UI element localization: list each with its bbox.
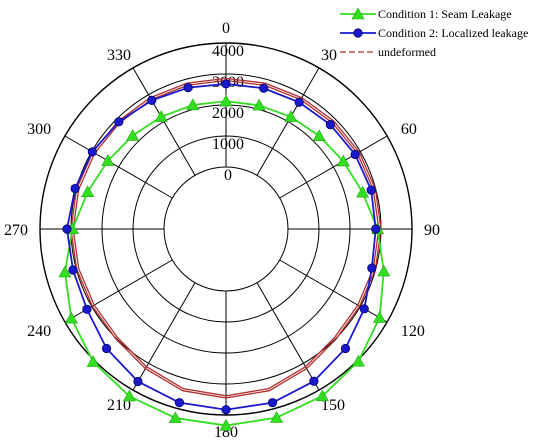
point-1-195	[174, 398, 185, 408]
radial-label-2000: 2000	[212, 105, 244, 122]
point-0-30	[284, 110, 298, 122]
point-0-285	[81, 185, 95, 198]
spoke-120	[279, 259, 388, 323]
legend-marker-1	[353, 28, 363, 38]
point-1-210	[133, 376, 143, 387]
point-1-90	[371, 224, 381, 234]
point-0-150	[315, 389, 329, 402]
series-line-1	[66, 83, 377, 411]
point-0-255	[58, 265, 72, 278]
point-1-240	[82, 304, 92, 314]
radial-label-1000: 1000	[212, 136, 244, 153]
point-1-120	[359, 304, 369, 314]
point-0-135	[351, 354, 365, 367]
grid-circle-1	[163, 166, 289, 292]
point-0-195	[168, 411, 182, 424]
angle-label-90: 90	[424, 222, 440, 239]
angle-label-30: 30	[321, 47, 337, 64]
point-0-60	[336, 154, 350, 167]
point-0-0	[219, 94, 233, 107]
series-1	[62, 79, 381, 415]
point-1-300	[87, 147, 97, 157]
point-0-330	[154, 110, 168, 122]
point-0-210	[122, 389, 136, 402]
point-1-255	[68, 265, 78, 275]
point-1-135	[340, 343, 351, 354]
point-1-150	[309, 376, 319, 386]
point-1-345	[183, 83, 193, 93]
point-0-105	[377, 264, 391, 277]
point-1-330	[147, 95, 157, 106]
legend-label-1: Condition 2: Localized leakage	[378, 26, 528, 40]
point-1-45	[325, 120, 335, 130]
point-1-75	[366, 185, 376, 195]
angle-label-0: 0	[222, 20, 230, 37]
radial-label-4000: 4000	[212, 43, 244, 60]
point-0-345	[186, 98, 200, 111]
radial-tick-labels: 01000200030004000	[212, 43, 244, 184]
angle-label-180: 180	[214, 424, 238, 441]
point-0-300	[101, 154, 115, 166]
angle-label-330: 330	[107, 47, 131, 64]
legend-label-2: undeformed	[378, 45, 436, 59]
spoke-60	[279, 135, 388, 199]
point-1-15	[259, 83, 269, 93]
legend-marker-0	[351, 7, 365, 20]
angle-label-300: 300	[27, 121, 51, 138]
point-0-315	[126, 129, 140, 141]
point-0-225	[86, 355, 100, 367]
point-1-225	[101, 343, 112, 354]
spoke-300	[64, 135, 173, 199]
point-0-165	[270, 411, 284, 423]
radial-label-0: 0	[224, 167, 232, 184]
angle-label-270: 270	[4, 222, 28, 239]
point-1-165	[267, 398, 278, 408]
point-0-75	[356, 185, 370, 198]
angle-label-240: 240	[27, 323, 51, 340]
point-1-0	[221, 79, 231, 89]
point-0-180	[219, 418, 233, 431]
point-1-105	[367, 263, 377, 273]
point-1-60	[350, 149, 360, 160]
spoke-150	[256, 282, 320, 391]
series-layer	[58, 77, 391, 431]
point-1-30	[294, 97, 304, 107]
point-0-45	[312, 129, 326, 141]
point-0-240	[64, 311, 78, 324]
point-1-180	[221, 405, 231, 415]
point-0-120	[373, 311, 387, 323]
legend-label-0: Condition 1: Seam Leakage	[378, 7, 512, 21]
angle-label-60: 60	[401, 121, 417, 138]
series-0	[58, 94, 391, 431]
angle-label-120: 120	[401, 323, 425, 340]
point-0-15	[252, 98, 266, 111]
legend: Condition 1: Seam Leakage Condition 2: Lo…	[340, 7, 528, 59]
angle-label-150: 150	[321, 397, 345, 414]
point-1-270	[62, 224, 72, 234]
spoke-210	[132, 282, 196, 391]
point-1-285	[70, 183, 80, 194]
point-1-315	[114, 117, 124, 127]
spoke-240	[64, 259, 173, 323]
